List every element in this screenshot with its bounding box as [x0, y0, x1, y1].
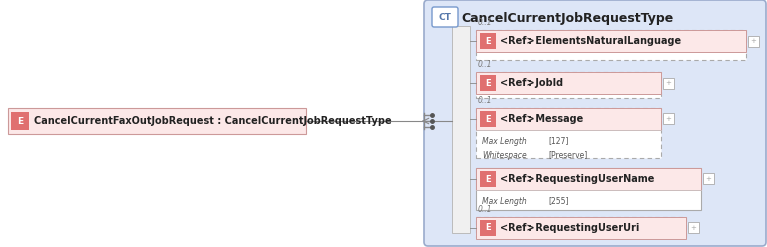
- Text: : Message: : Message: [528, 114, 583, 124]
- Bar: [476, 30, 746, 52]
- Text: [255]: [255]: [548, 197, 568, 206]
- Text: Whitespace: Whitespace: [482, 150, 527, 160]
- Text: : ElementsNaturalLanguage: : ElementsNaturalLanguage: [528, 36, 681, 46]
- Bar: [476, 168, 701, 190]
- Text: <Ref>: <Ref>: [500, 223, 535, 233]
- Bar: [748, 36, 759, 46]
- Text: Max Length: Max Length: [482, 137, 527, 145]
- Text: : RequestingUserUri: : RequestingUserUri: [528, 223, 640, 233]
- FancyBboxPatch shape: [432, 7, 458, 27]
- Text: E: E: [486, 115, 491, 124]
- Text: [127]: [127]: [548, 137, 568, 145]
- Bar: [452, 26, 470, 233]
- Text: CancelCurrentFaxOutJobRequest : CancelCurrentJobRequestType: CancelCurrentFaxOutJobRequest : CancelCu…: [34, 116, 392, 126]
- Bar: [476, 168, 701, 210]
- Bar: [8, 108, 306, 134]
- Bar: [480, 33, 496, 49]
- Text: 0..1: 0..1: [478, 18, 492, 27]
- Bar: [11, 112, 29, 130]
- Text: +: +: [706, 176, 712, 182]
- Bar: [476, 72, 661, 98]
- Text: 0..1: 0..1: [478, 60, 492, 69]
- Text: Max Length: Max Length: [482, 197, 527, 206]
- Bar: [663, 78, 674, 88]
- Text: <Ref>: <Ref>: [500, 114, 535, 124]
- Bar: [703, 173, 714, 185]
- Bar: [476, 30, 746, 60]
- Text: : JobId: : JobId: [528, 78, 563, 88]
- Text: +: +: [690, 225, 696, 231]
- Text: E: E: [486, 37, 491, 45]
- Text: E: E: [486, 174, 491, 184]
- Bar: [480, 171, 496, 187]
- Text: E: E: [17, 117, 23, 125]
- Text: <Ref>: <Ref>: [500, 36, 535, 46]
- Text: 0..1: 0..1: [478, 96, 492, 105]
- Text: E: E: [486, 79, 491, 87]
- Bar: [476, 108, 661, 130]
- Bar: [480, 75, 496, 91]
- Bar: [476, 217, 686, 237]
- Bar: [480, 220, 496, 236]
- Bar: [663, 114, 674, 124]
- Text: CT: CT: [439, 13, 452, 21]
- Text: +: +: [666, 116, 671, 122]
- Bar: [476, 108, 661, 158]
- Text: +: +: [751, 38, 756, 44]
- Text: <Ref>: <Ref>: [500, 78, 535, 88]
- Bar: [476, 217, 686, 239]
- Text: E: E: [486, 224, 491, 232]
- Text: 0..1: 0..1: [478, 205, 492, 214]
- FancyBboxPatch shape: [424, 0, 766, 246]
- Bar: [688, 223, 699, 233]
- Text: CancelCurrentJobRequestType: CancelCurrentJobRequestType: [461, 12, 673, 24]
- Bar: [476, 72, 661, 94]
- Bar: [480, 111, 496, 127]
- Text: [Preserve]: [Preserve]: [548, 150, 588, 160]
- Text: +: +: [666, 80, 671, 86]
- Text: <Ref>: <Ref>: [500, 174, 535, 184]
- Text: : RequestingUserName: : RequestingUserName: [528, 174, 654, 184]
